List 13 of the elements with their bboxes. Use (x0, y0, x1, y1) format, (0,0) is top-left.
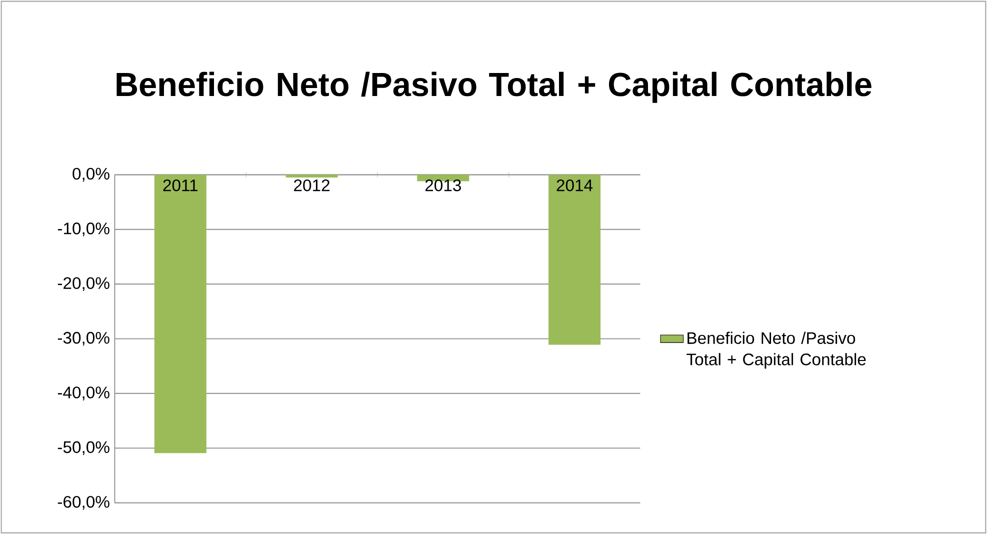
y-tick-label: -20,0% (58, 277, 110, 291)
y-tick-label: -60,0% (58, 496, 110, 510)
x-tick-label: 2013 (425, 179, 461, 192)
x-tick-label: 2011 (163, 179, 198, 192)
x-tick-label: 2014 (556, 179, 593, 192)
chart-title: Beneficio Neto /Pasivo Total + Capital Contable (116, 72, 872, 103)
x-tick-label: 2012 (294, 179, 330, 192)
y-tick-label: -40,0% (58, 386, 110, 400)
y-tick-label: -50,0% (58, 441, 110, 455)
legend-label: Beneficio Neto /Pasivo Total + Capital Contable (686, 332, 866, 369)
y-tick-label: 0,0% (72, 168, 110, 182)
y-tick-label: -30,0% (58, 332, 110, 346)
y-tick-label: -10,0% (58, 222, 110, 236)
